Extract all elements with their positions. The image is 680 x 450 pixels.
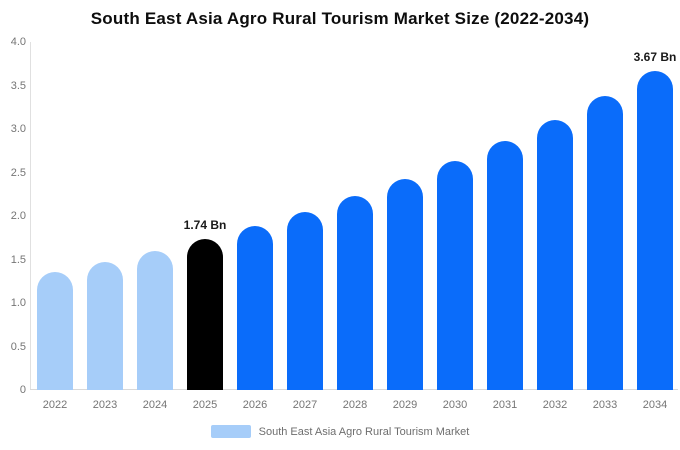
y-tick-4.0: 4.0: [10, 36, 26, 48]
bar-2034: [637, 71, 673, 390]
y-tick-1.0: 1.0: [10, 297, 26, 309]
x-tick-2026: 2026: [242, 399, 268, 411]
bar-2030: [437, 161, 473, 390]
y-tick-1.5: 1.5: [10, 253, 26, 266]
legend-swatch-icon: [210, 425, 251, 438]
x-tick-2029: 2029: [392, 399, 418, 411]
bar-2023: [87, 262, 123, 390]
bar-2022: [37, 272, 73, 390]
x-tick-2027: 2027: [292, 399, 318, 411]
x-tick-2024: 2024: [142, 399, 168, 411]
y-tick-2.0: 2.0: [10, 210, 26, 222]
bar-2029: [387, 179, 423, 390]
bar-2028: [337, 196, 373, 390]
x-tick-2032: 2032: [542, 399, 568, 411]
y-tick-3.5: 3.5: [10, 79, 26, 92]
legend-label: South East Asia Agro Rural Tourism Marke…: [258, 425, 470, 438]
bar-value-label-2025: 1.74 Bn: [183, 218, 227, 232]
x-tick-2025: 2025: [192, 399, 218, 411]
x-tick-2028: 2028: [342, 399, 368, 411]
x-tick-2023: 2023: [92, 399, 118, 411]
x-tick-2022: 2022: [42, 399, 68, 411]
x-tick-2031: 2031: [492, 399, 518, 411]
x-tick-2034: 2034: [642, 399, 668, 411]
chart-title: South East Asia Agro Rural Tourism Marke…: [90, 9, 590, 28]
bar-2026: [237, 226, 273, 390]
y-tick-0.5: 0.5: [10, 340, 26, 353]
bar-2025: [187, 239, 223, 390]
bar-2032: [537, 120, 573, 390]
bar-2033: [587, 96, 623, 390]
y-tick-0: 0: [19, 384, 26, 396]
bar-value-label-2034: 3.67 Bn: [633, 50, 677, 64]
legend: South East Asia Agro Rural Tourism Marke…: [0, 425, 680, 438]
y-tick-3.0: 3.0: [10, 123, 26, 135]
bar-2027: [287, 212, 323, 390]
bar-2031: [487, 141, 523, 390]
y-axis-line: [30, 42, 31, 390]
y-tick-2.5: 2.5: [10, 166, 26, 179]
x-tick-2030: 2030: [442, 399, 468, 411]
bar-2024: [137, 251, 173, 390]
x-tick-2033: 2033: [592, 399, 618, 411]
